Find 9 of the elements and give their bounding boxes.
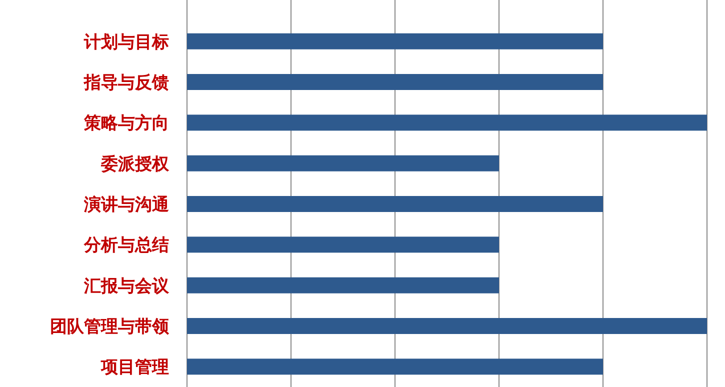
- y-tick-label: 计划与目标: [83, 32, 169, 52]
- y-tick-label: 策略与方向: [83, 114, 169, 134]
- y-tick-label: 演讲与沟通: [83, 195, 169, 215]
- y-tick-label: 汇报与会议: [83, 276, 170, 296]
- y-tick-label: 委派授权: [100, 154, 170, 174]
- y-tick-label: 指导与反馈: [83, 73, 169, 93]
- y-tick-label: 分析与总结: [83, 236, 169, 256]
- y-tick-label: 项目管理: [100, 358, 169, 378]
- y-tick-label: 团队管理与带领: [50, 317, 170, 337]
